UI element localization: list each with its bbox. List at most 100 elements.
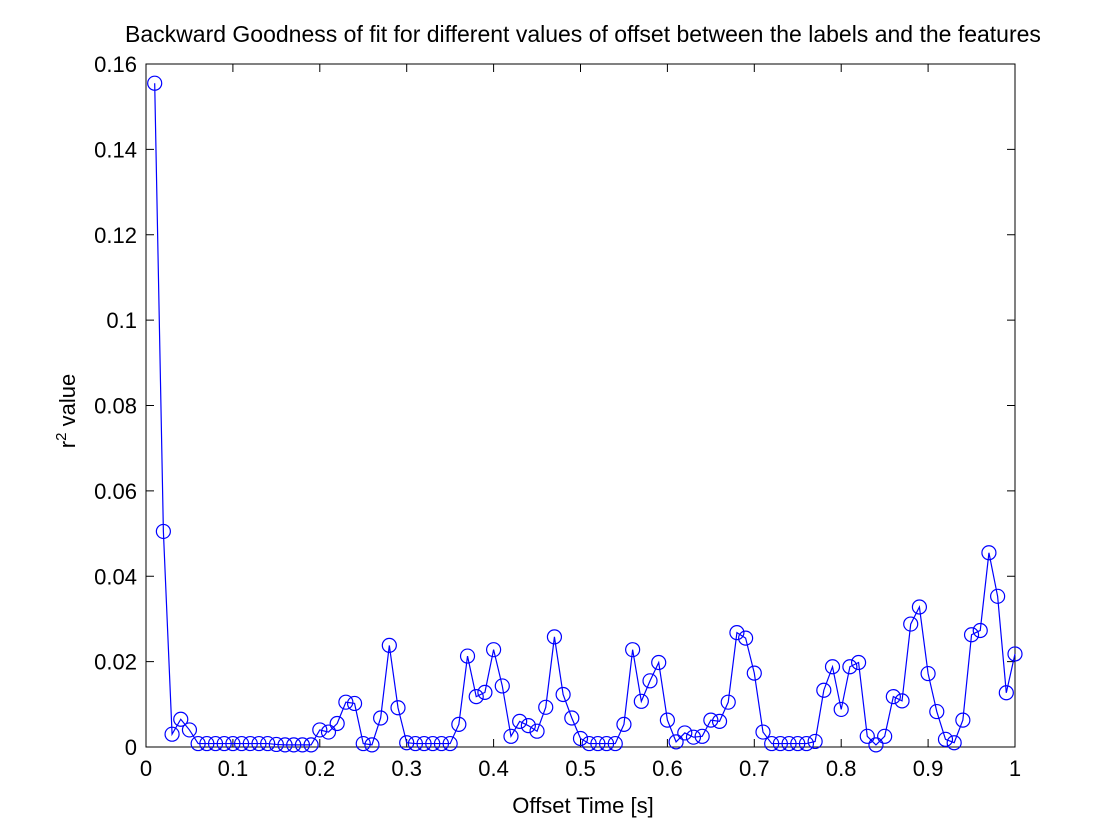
y-tick-label: 0.16 (94, 52, 137, 77)
x-tick-label: 0.9 (913, 756, 944, 781)
data-point (251, 735, 267, 752)
x-tick-label: 0 (140, 756, 152, 781)
x-axis-label: Offset Time [s] (512, 793, 653, 818)
series-line (154, 83, 1016, 746)
data-point (164, 726, 180, 742)
series-group (147, 75, 1023, 753)
data-point (651, 654, 667, 671)
data-point (338, 694, 354, 710)
x-axis-ticks: 0 0.1 0.2 0.3 0.4 0.5 0.6 0.7 0.8 0.9 1 (140, 64, 1021, 781)
data-point (529, 723, 545, 739)
y-tick-label: 0.1 (106, 308, 137, 333)
plot-area-box (145, 63, 1016, 748)
data-point (937, 731, 954, 747)
data-point (486, 642, 502, 658)
data-point (155, 523, 171, 540)
data-point (233, 735, 250, 752)
data-point (668, 734, 684, 750)
data-point (181, 722, 198, 738)
data-point (355, 735, 371, 752)
data-point (746, 665, 762, 681)
data-point (963, 627, 980, 643)
data-point (850, 654, 867, 671)
data-point (633, 693, 649, 709)
data-point (442, 735, 458, 752)
data-point (277, 737, 293, 753)
data-point (329, 715, 345, 732)
y-tick-label: 0 (125, 735, 137, 760)
data-point (738, 630, 754, 646)
data-point (894, 693, 910, 709)
data-point (790, 735, 806, 752)
data-point (199, 735, 215, 752)
data-point (816, 682, 832, 698)
data-point (981, 545, 997, 561)
data-point (546, 629, 563, 645)
data-point (972, 622, 988, 639)
data-point (494, 678, 510, 694)
data-point (929, 703, 945, 720)
y-tick-label: 0.04 (94, 564, 137, 589)
x-tick-label: 0.2 (305, 756, 336, 781)
data-point (616, 716, 632, 732)
data-point (598, 735, 615, 752)
data-point (390, 700, 406, 716)
data-point (694, 728, 710, 744)
data-point (425, 735, 441, 752)
data-point (555, 686, 571, 703)
x-tick-label: 0.1 (218, 756, 249, 781)
data-point (764, 735, 780, 752)
data-point (294, 737, 311, 753)
data-point (538, 699, 554, 715)
data-point (946, 735, 962, 751)
data-point (399, 735, 415, 751)
x-tick-label: 0.4 (478, 756, 509, 781)
chart-title: Backward Goodness of fit for different v… (125, 21, 1041, 47)
data-point (147, 75, 163, 91)
data-point (833, 701, 849, 718)
x-tick-label: 0.6 (652, 756, 683, 781)
data-point (781, 735, 797, 752)
data-point (416, 735, 432, 752)
data-point (677, 725, 693, 741)
data-point (320, 724, 337, 740)
data-point (346, 695, 363, 712)
data-point (242, 735, 258, 752)
data-point (711, 713, 728, 729)
data-point (303, 737, 319, 753)
data-point (625, 642, 641, 658)
data-point (190, 735, 206, 752)
x-tick-label: 1 (1009, 756, 1021, 781)
data-point (459, 648, 476, 664)
data-point (659, 712, 676, 728)
data-point (286, 737, 302, 753)
y-tick-label: 0.12 (94, 223, 137, 248)
data-point (911, 599, 928, 615)
data-point (477, 684, 493, 700)
data-point (512, 713, 528, 729)
data-point (581, 735, 597, 752)
data-point (824, 659, 841, 675)
data-point (772, 735, 788, 752)
data-point (216, 735, 232, 752)
data-point (564, 710, 580, 726)
data-point (572, 730, 589, 747)
data-point (755, 724, 771, 740)
data-point (998, 685, 1014, 701)
data-point (503, 728, 519, 744)
data-point (903, 616, 919, 632)
data-point (868, 737, 884, 753)
data-point (877, 728, 893, 744)
data-point (268, 736, 284, 753)
data-point (842, 659, 858, 675)
data-point (720, 694, 736, 710)
data-point (173, 711, 189, 727)
data-point (590, 735, 606, 752)
data-point (1007, 646, 1023, 662)
data-point (955, 712, 971, 728)
y-tick-label: 0.06 (94, 479, 137, 504)
axes-frame (145, 63, 1016, 748)
data-point (885, 689, 901, 705)
data-point (451, 716, 467, 732)
data-point (642, 673, 658, 689)
